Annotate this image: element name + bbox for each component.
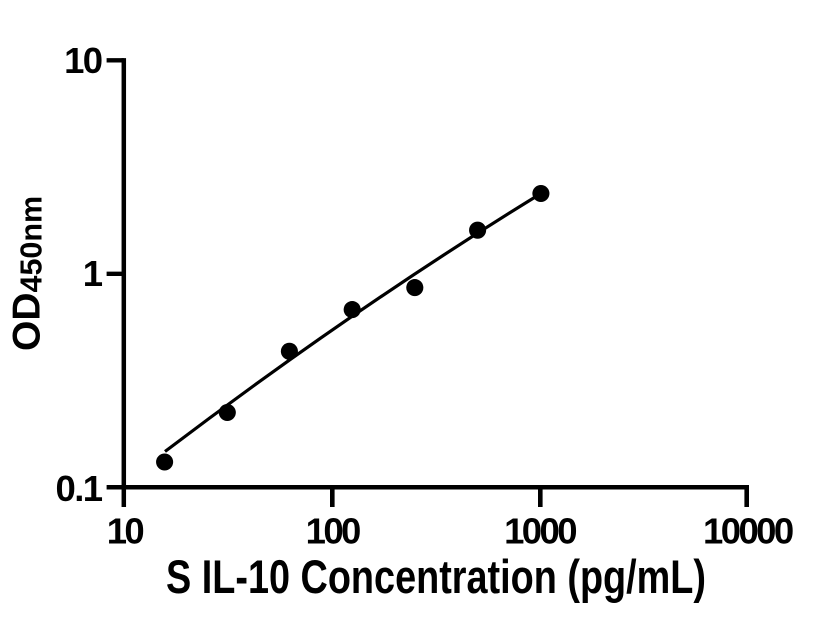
svg-text:100: 100 — [306, 511, 360, 552]
svg-text:10: 10 — [107, 511, 144, 552]
svg-text:0.1: 0.1 — [56, 468, 103, 509]
svg-text:10: 10 — [64, 40, 102, 81]
svg-text:S IL-10 Concentration (pg/mL): S IL-10 Concentration (pg/mL) — [166, 550, 706, 603]
svg-text:10000: 10000 — [703, 511, 793, 552]
svg-text:1: 1 — [83, 253, 103, 294]
svg-text:1000: 1000 — [504, 511, 576, 552]
